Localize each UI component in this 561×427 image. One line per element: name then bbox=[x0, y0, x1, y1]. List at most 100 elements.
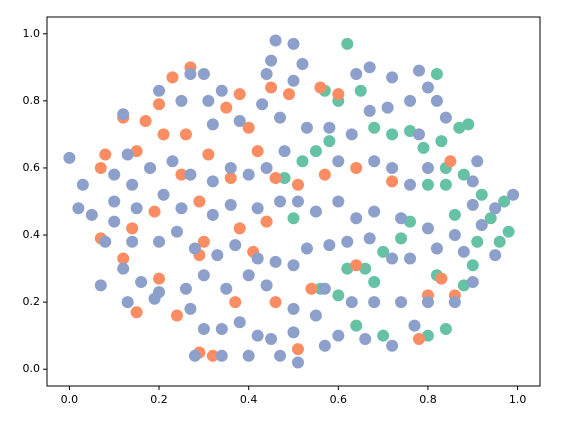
point bbox=[157, 128, 170, 141]
point bbox=[256, 98, 269, 111]
point bbox=[117, 252, 130, 265]
point bbox=[341, 37, 354, 50]
point bbox=[242, 269, 255, 282]
point bbox=[242, 168, 255, 181]
point bbox=[197, 269, 210, 282]
point bbox=[121, 296, 134, 309]
x-tick-label: 0.2 bbox=[150, 393, 168, 406]
point bbox=[278, 145, 291, 158]
point bbox=[395, 212, 408, 225]
point bbox=[412, 333, 425, 346]
point bbox=[345, 128, 358, 141]
point bbox=[448, 208, 461, 221]
point bbox=[421, 296, 434, 309]
point bbox=[462, 118, 475, 131]
point bbox=[144, 161, 157, 174]
point bbox=[184, 302, 197, 315]
point bbox=[206, 208, 219, 221]
point bbox=[166, 71, 179, 84]
point bbox=[175, 94, 188, 107]
point bbox=[206, 349, 219, 362]
point bbox=[296, 155, 309, 168]
point bbox=[153, 84, 166, 97]
point bbox=[260, 161, 273, 174]
point bbox=[350, 259, 363, 272]
point bbox=[466, 175, 479, 188]
point bbox=[121, 148, 134, 161]
point bbox=[466, 198, 479, 211]
point bbox=[435, 272, 448, 285]
x-tick-label: 0.8 bbox=[419, 393, 437, 406]
point bbox=[448, 296, 461, 309]
point bbox=[126, 235, 139, 248]
y-tick-label: 0.6 bbox=[23, 161, 41, 174]
point bbox=[439, 322, 452, 335]
point bbox=[166, 155, 179, 168]
point bbox=[153, 98, 166, 111]
point bbox=[471, 155, 484, 168]
point bbox=[251, 252, 264, 265]
x-tick-label: 0.6 bbox=[330, 393, 348, 406]
x-tick-label: 0.4 bbox=[240, 393, 258, 406]
point bbox=[283, 88, 296, 101]
point bbox=[345, 296, 358, 309]
y-tick-label: 0.0 bbox=[23, 362, 41, 375]
point bbox=[471, 235, 484, 248]
point bbox=[417, 141, 430, 154]
point bbox=[457, 168, 470, 181]
point bbox=[404, 178, 417, 191]
point bbox=[220, 282, 233, 295]
point bbox=[224, 198, 237, 211]
point bbox=[421, 222, 434, 235]
point bbox=[206, 118, 219, 131]
point bbox=[323, 239, 336, 252]
point bbox=[350, 319, 363, 332]
point bbox=[278, 172, 291, 185]
point bbox=[215, 84, 228, 97]
point bbox=[197, 322, 210, 335]
point bbox=[220, 101, 233, 114]
point bbox=[126, 222, 139, 235]
point bbox=[350, 68, 363, 81]
point bbox=[274, 349, 287, 362]
point bbox=[318, 282, 331, 295]
point bbox=[265, 81, 278, 94]
point bbox=[296, 57, 309, 70]
point bbox=[287, 259, 300, 272]
point bbox=[202, 148, 215, 161]
point bbox=[386, 128, 399, 141]
point bbox=[395, 296, 408, 309]
point bbox=[179, 282, 192, 295]
point bbox=[359, 333, 372, 346]
point bbox=[421, 81, 434, 94]
point bbox=[314, 81, 327, 94]
point bbox=[130, 202, 143, 215]
point bbox=[300, 121, 313, 134]
point bbox=[215, 349, 228, 362]
point bbox=[354, 84, 367, 97]
point bbox=[274, 195, 287, 208]
point bbox=[72, 202, 85, 215]
point bbox=[99, 148, 112, 161]
point bbox=[260, 279, 273, 292]
point bbox=[153, 272, 166, 285]
point bbox=[439, 178, 452, 191]
point bbox=[466, 276, 479, 289]
point bbox=[363, 61, 376, 74]
point bbox=[457, 245, 470, 258]
point bbox=[377, 245, 390, 258]
point bbox=[184, 168, 197, 181]
y-tick-label: 1.0 bbox=[23, 27, 41, 40]
point bbox=[126, 178, 139, 191]
point bbox=[251, 202, 264, 215]
point bbox=[269, 172, 282, 185]
point bbox=[305, 282, 318, 295]
point bbox=[484, 212, 497, 225]
point bbox=[287, 302, 300, 315]
point bbox=[332, 88, 345, 101]
point bbox=[233, 222, 246, 235]
point bbox=[269, 296, 282, 309]
point bbox=[170, 309, 183, 322]
